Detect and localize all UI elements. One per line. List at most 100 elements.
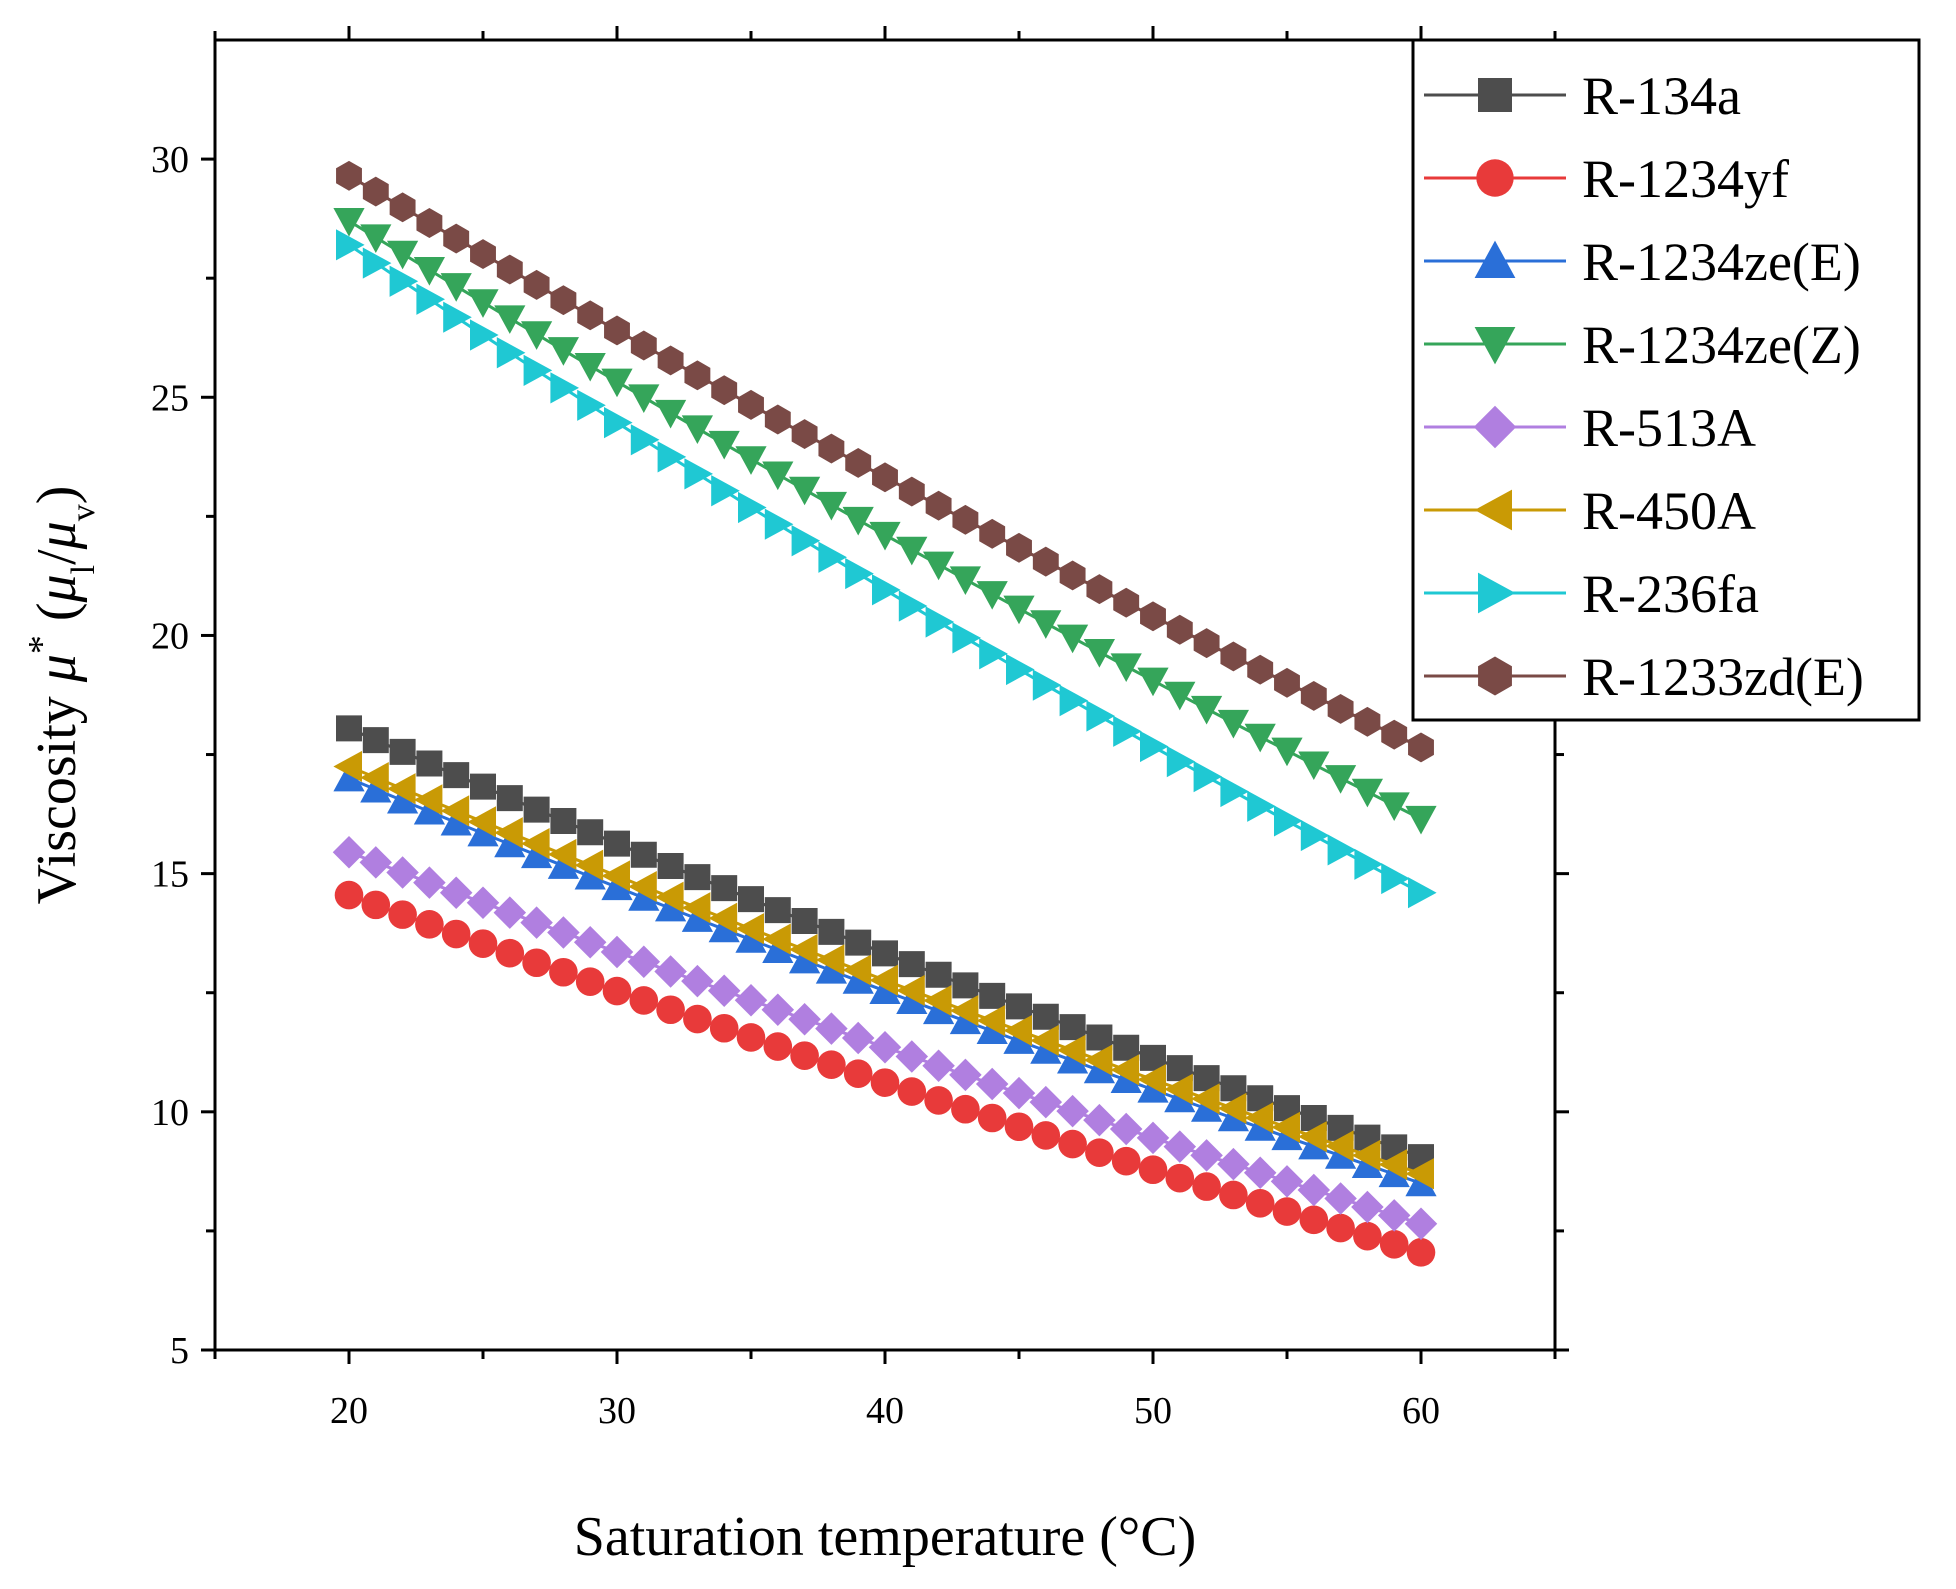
data-point [735,924,767,953]
data-point [1354,706,1381,737]
data-point [1190,1139,1223,1172]
data-point [764,404,791,435]
data-point [1193,760,1223,793]
data-point [336,715,362,742]
legend-marker [1476,159,1514,197]
series-R-1234yf [334,880,1436,1267]
series-R-1233zd(E) [336,160,1434,763]
data-point [761,993,795,1026]
legend-marker [1478,572,1516,614]
y-tick-labels: 5 10 15 20 25 30 [151,139,189,1372]
data-point [1006,532,1032,563]
data-point [1220,641,1247,672]
data-point [360,224,392,254]
legend-item: R-1234yf [1424,149,1789,209]
data-point [923,984,952,1017]
data-point [657,852,684,879]
data-point [360,762,389,794]
data-point [415,910,444,939]
data-point [1085,1138,1114,1167]
legend-label: R-134a [1582,66,1741,126]
data-point [495,938,525,968]
data-point [949,995,979,1027]
data-point [549,957,578,987]
data-point [923,551,955,581]
data-point [521,828,550,860]
data-point [1404,1207,1438,1241]
data-point [657,345,684,376]
data-point [1164,1083,1196,1113]
data-point [550,807,577,834]
data-point [332,835,366,869]
data-point [977,1103,1007,1133]
data-point [872,574,901,606]
y-axis-title-open: ( [26,602,88,635]
data-point [521,321,553,350]
data-point [654,955,687,988]
data-point [895,1040,929,1073]
legend-label: R-1234ze(E) [1582,232,1861,292]
data-point [575,967,605,996]
data-point [655,399,687,429]
data-point [1006,653,1035,686]
series-R-513A [332,835,1438,1241]
data-point [711,875,738,902]
data-point [815,1012,848,1045]
data-point [1110,653,1142,682]
legend-marker [1474,240,1516,278]
y-axis-title-close: ) [26,486,88,505]
data-point [1003,1025,1035,1054]
data-point [707,974,741,1007]
data-point [1086,574,1113,605]
data-point [976,581,1008,610]
y-axis-title-slash: / [26,549,88,565]
data-point [684,864,711,891]
data-point [764,508,794,540]
series-R-1234ze(Z) [333,208,1437,835]
data-point [1405,805,1437,835]
data-point [334,880,364,910]
legend-item: R-236fa [1424,564,1759,624]
data-point [1408,877,1437,909]
data-point [1244,1112,1276,1141]
data-point [362,727,389,754]
x-tick-label: 30 [598,1390,636,1432]
data-point [655,892,687,922]
data-point [628,870,657,903]
data-point [868,1031,902,1064]
data-point [925,961,952,988]
data-point [359,846,393,879]
data-point [1140,1044,1166,1071]
data-point [1247,790,1276,822]
data-point [522,948,551,978]
data-point [952,622,981,654]
data-point [1406,1238,1436,1267]
data-point [1059,1014,1086,1041]
data-point [818,918,845,945]
data-point [1217,1092,1247,1124]
data-point [898,590,928,622]
data-point [1271,1111,1300,1143]
data-point [869,975,901,1004]
data-point [925,490,952,521]
data-point [1298,751,1330,781]
data-point [845,557,874,590]
y-tick-label: 10 [151,1092,189,1134]
data-point [1245,1189,1275,1218]
data-point [604,315,630,346]
data-point [1274,1095,1300,1122]
data-point [574,860,606,890]
data-point [896,985,928,1015]
data-point [1271,737,1303,767]
data-point [1270,1165,1304,1198]
data-point [842,954,872,986]
data-point [1217,1102,1249,1132]
data-point [898,476,925,507]
legend-label: R-236fa [1582,564,1759,624]
data-point [1083,1044,1113,1076]
data-point [791,525,821,557]
data-point [1300,819,1330,852]
legend-label: R-450A [1582,481,1756,541]
data-point [413,784,443,816]
data-point [1378,792,1410,821]
